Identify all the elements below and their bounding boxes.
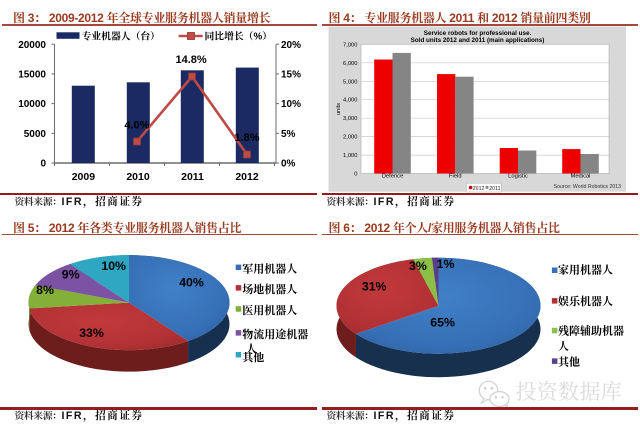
svg-text:units: units — [336, 103, 342, 115]
svg-text:2012: 2012 — [473, 186, 485, 192]
svg-text:8%: 8% — [36, 283, 54, 297]
svg-text:2010: 2010 — [126, 171, 150, 183]
svg-text:2012: 2012 — [235, 171, 259, 183]
svg-text:5000: 5000 — [24, 129, 47, 140]
svg-text:Source: World Robotics 2013: Source: World Robotics 2013 — [554, 184, 621, 190]
svg-text:6,000: 6,000 — [343, 61, 358, 67]
svg-text:人: 人 — [558, 340, 569, 353]
svg-text:7,000: 7,000 — [343, 42, 358, 48]
svg-text:Logistic: Logistic — [508, 174, 528, 180]
svg-text:Service robots for professiona: Service robots for professional use. — [424, 30, 532, 37]
svg-text:医用机器人: 医用机器人 — [242, 303, 297, 317]
svg-text:娱乐机器人: 娱乐机器人 — [558, 294, 613, 308]
svg-text:31%: 31% — [362, 280, 387, 294]
svg-text:0%: 0% — [281, 159, 296, 170]
svg-text:20000: 20000 — [18, 40, 46, 51]
svg-text:场地机器人: 场地机器人 — [242, 282, 297, 296]
svg-text:40%: 40% — [179, 275, 204, 289]
svg-text:0: 0 — [354, 172, 357, 178]
svg-text:5,000: 5,000 — [343, 79, 358, 85]
svg-text:9%: 9% — [62, 268, 80, 282]
svg-text:14.8%: 14.8% — [175, 54, 206, 66]
svg-text:Defence: Defence — [382, 174, 404, 180]
svg-text:3,000: 3,000 — [343, 116, 358, 122]
svg-text:10000: 10000 — [18, 99, 46, 110]
svg-text:2011: 2011 — [489, 186, 500, 192]
svg-text:15%: 15% — [281, 70, 301, 81]
svg-text:Field: Field — [449, 174, 462, 180]
svg-text:20%: 20% — [281, 40, 301, 51]
svg-text:3%: 3% — [409, 259, 427, 273]
svg-text:1%: 1% — [437, 257, 455, 271]
svg-text:33%: 33% — [79, 326, 104, 340]
svg-text:军用机器人: 军用机器人 — [242, 261, 297, 275]
svg-text:2,000: 2,000 — [343, 135, 358, 141]
svg-text:Medical: Medical — [571, 174, 591, 180]
svg-text:10%: 10% — [101, 259, 126, 273]
svg-text:0: 0 — [40, 159, 46, 170]
svg-text:残障辅助机器: 残障辅助机器 — [558, 323, 624, 337]
svg-text:人: 人 — [246, 343, 257, 356]
svg-text:1,000: 1,000 — [343, 153, 358, 159]
svg-text:其他: 其他 — [558, 355, 580, 369]
svg-text:家用机器人: 家用机器人 — [558, 263, 613, 277]
svg-text:2009: 2009 — [72, 171, 96, 183]
svg-text:4,000: 4,000 — [343, 98, 358, 104]
svg-text:5%: 5% — [281, 129, 296, 140]
svg-text:10%: 10% — [281, 99, 301, 110]
svg-text:4.0%: 4.0% — [124, 120, 149, 132]
svg-text:其他: 其他 — [242, 350, 264, 364]
svg-text:物流用途机器: 物流用途机器 — [242, 327, 308, 341]
svg-text:65%: 65% — [430, 316, 455, 330]
svg-text:同比增长（%）: 同比增长（%） — [205, 30, 273, 43]
svg-text:2011: 2011 — [181, 171, 204, 183]
svg-text:1.8%: 1.8% — [234, 132, 259, 144]
svg-text:Sold units 2012 and 2011 (main: Sold units 2012 and 2011 (main applicati… — [411, 37, 545, 44]
svg-text:15000: 15000 — [18, 70, 46, 81]
svg-text:专业机器人（台）: 专业机器人（台） — [82, 30, 160, 43]
